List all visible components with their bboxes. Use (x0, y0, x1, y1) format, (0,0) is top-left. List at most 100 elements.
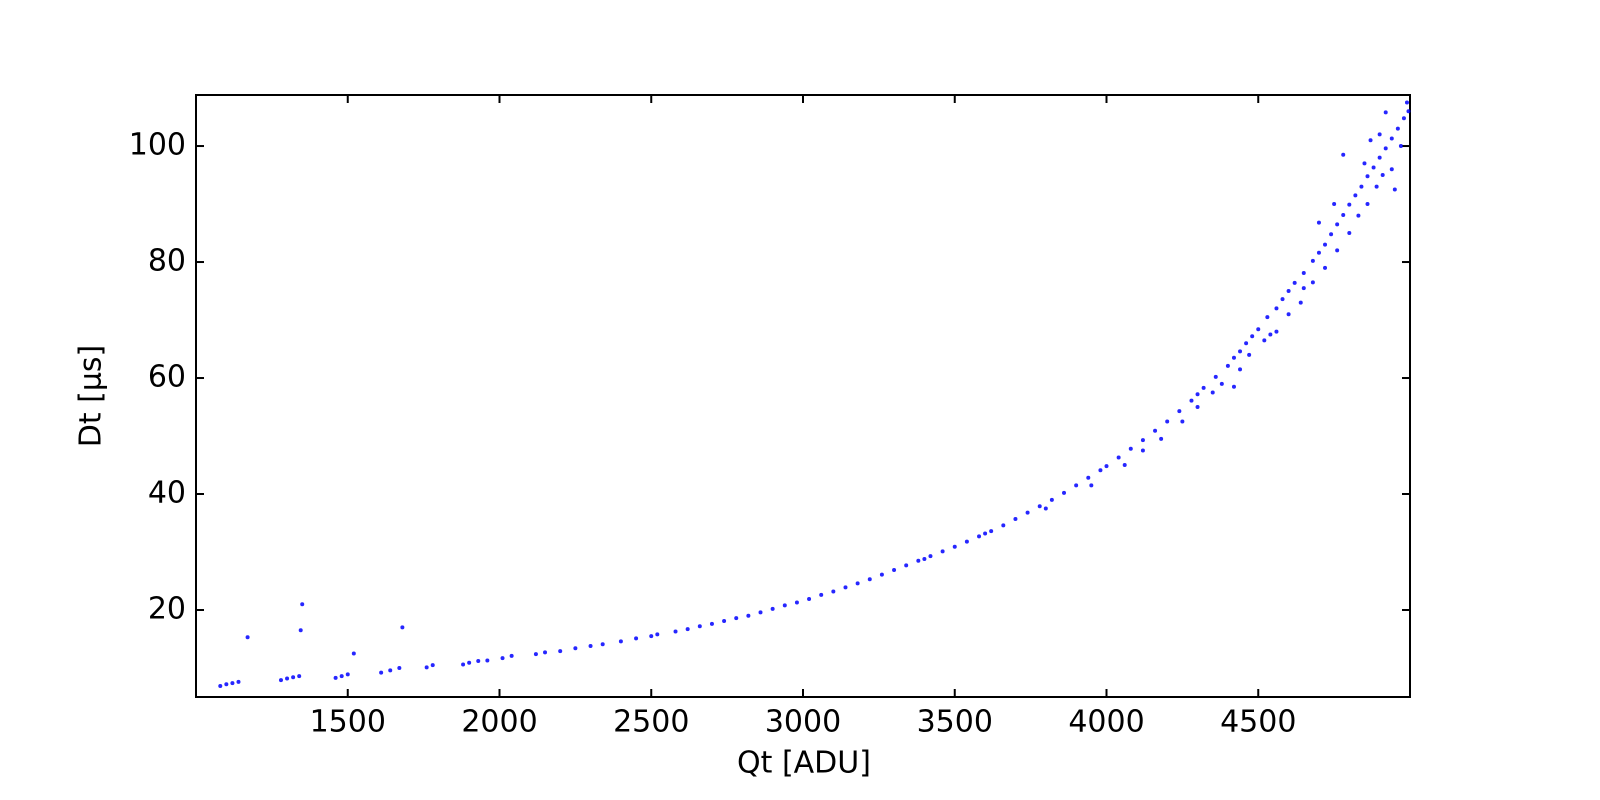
point (655, 632, 660, 637)
point (388, 668, 393, 673)
point (1356, 213, 1361, 218)
point (300, 602, 305, 607)
point (831, 589, 836, 594)
point (509, 653, 514, 658)
point (558, 649, 563, 654)
point (500, 656, 505, 661)
point (573, 646, 578, 651)
x-tick-label: 2000 (461, 705, 537, 740)
point (1231, 384, 1236, 389)
point (1377, 132, 1382, 137)
point (461, 662, 466, 667)
point (230, 681, 235, 686)
x-tick-label: 4000 (1068, 705, 1144, 740)
point (1406, 109, 1411, 114)
point (618, 639, 623, 644)
point (1250, 334, 1255, 339)
point (928, 554, 933, 559)
point (1332, 202, 1337, 207)
point (1368, 138, 1373, 143)
point (1316, 220, 1321, 225)
point (782, 603, 787, 608)
x-tick-label: 2500 (613, 705, 689, 740)
point (952, 544, 957, 549)
point (1341, 213, 1346, 218)
point (1074, 483, 1079, 488)
point (709, 621, 714, 626)
point (1383, 146, 1388, 151)
x-axis-label: Qt [ADU] (737, 746, 871, 781)
point (983, 531, 988, 536)
point (964, 539, 969, 544)
point (1177, 409, 1182, 414)
point (1086, 475, 1091, 480)
point (1389, 136, 1394, 141)
point (1262, 338, 1267, 343)
point (1301, 286, 1306, 291)
plot-frame (195, 94, 1411, 698)
point (379, 670, 384, 675)
point (1392, 187, 1397, 192)
point (1244, 341, 1249, 346)
point (1380, 173, 1385, 178)
point (600, 642, 605, 647)
point (770, 606, 775, 611)
point (1049, 497, 1054, 502)
point (1231, 355, 1236, 360)
point (236, 679, 241, 684)
point (1292, 280, 1297, 285)
point (1310, 258, 1315, 263)
point (298, 628, 303, 633)
point (1037, 504, 1042, 509)
point (588, 643, 593, 648)
point (1310, 280, 1315, 285)
point (1389, 167, 1394, 172)
point (879, 572, 884, 577)
point (1219, 381, 1224, 386)
point (1247, 352, 1252, 357)
point (940, 549, 945, 554)
point (922, 556, 927, 561)
point (1323, 242, 1328, 247)
point (685, 627, 690, 632)
point (1362, 161, 1367, 166)
point (1347, 231, 1352, 236)
point (1180, 419, 1185, 424)
point (1189, 398, 1194, 403)
x-tick-label: 3000 (765, 705, 841, 740)
point (397, 666, 402, 671)
point (1335, 248, 1340, 253)
point (1062, 490, 1067, 495)
point (1374, 184, 1379, 189)
point (1089, 483, 1094, 488)
point (977, 534, 982, 539)
point (843, 585, 848, 590)
point (476, 659, 481, 664)
point (297, 674, 302, 679)
point (1316, 250, 1321, 255)
point (1404, 100, 1409, 105)
point (1398, 144, 1403, 149)
point (673, 629, 678, 634)
point (1122, 463, 1127, 468)
point (1383, 110, 1388, 115)
point (1353, 193, 1358, 198)
point (1098, 468, 1103, 473)
point (1225, 363, 1230, 368)
point (278, 678, 283, 683)
point (245, 635, 250, 640)
point (1347, 202, 1352, 207)
x-tick-label: 3500 (917, 705, 993, 740)
point (1238, 367, 1243, 372)
point (339, 674, 344, 679)
x-tick-label: 1500 (310, 705, 386, 740)
point (867, 577, 872, 582)
point (1401, 116, 1406, 121)
point (697, 624, 702, 629)
point (1280, 297, 1285, 302)
point (1268, 332, 1273, 337)
point (485, 658, 490, 663)
point (1104, 464, 1109, 469)
point (892, 567, 897, 572)
